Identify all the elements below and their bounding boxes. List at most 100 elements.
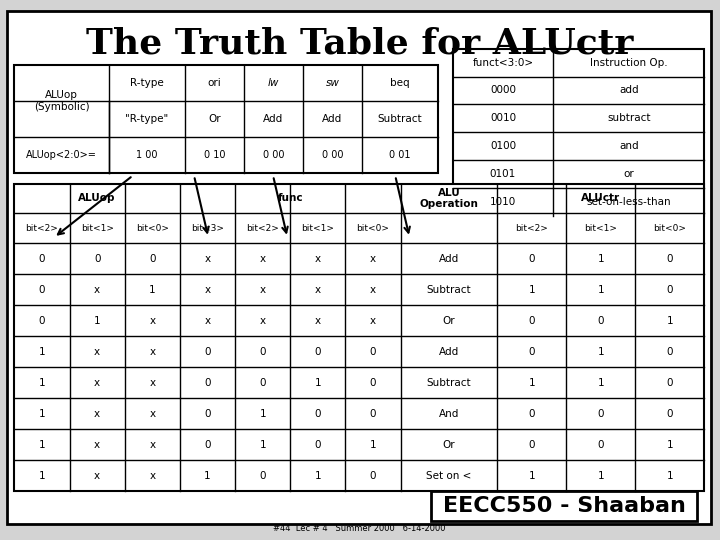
Text: bit<1>: bit<1>	[302, 224, 334, 233]
Text: 0: 0	[598, 315, 604, 326]
Text: 0: 0	[528, 315, 535, 326]
Text: 1: 1	[39, 471, 45, 481]
Text: 1: 1	[39, 347, 45, 357]
Text: 0: 0	[667, 285, 673, 295]
Bar	[14, 184, 704, 491]
Text: 0000: 0000	[490, 85, 516, 96]
Text: Set on <: Set on <	[426, 471, 472, 481]
Text: Add: Add	[438, 253, 459, 264]
Text: R-type: R-type	[130, 78, 163, 88]
Text: 0: 0	[315, 440, 321, 450]
Text: bit<3>: bit<3>	[191, 224, 224, 233]
Text: bit<2>: bit<2>	[25, 224, 58, 233]
Text: x: x	[149, 440, 156, 450]
Text: 0: 0	[315, 347, 321, 357]
Text: Add: Add	[438, 347, 459, 357]
Text: Or: Or	[443, 315, 455, 326]
Text: ALUop: ALUop	[78, 193, 116, 204]
Text: 1 00: 1 00	[136, 150, 158, 160]
Text: 1: 1	[315, 377, 321, 388]
Text: set-on-less-than: set-on-less-than	[586, 197, 671, 207]
Text: 0: 0	[39, 315, 45, 326]
Text: 1: 1	[598, 471, 604, 481]
Text: x: x	[94, 285, 100, 295]
Text: ALUctr: ALUctr	[581, 193, 620, 204]
Text: x: x	[260, 315, 266, 326]
Text: x: x	[149, 471, 156, 481]
Text: 0: 0	[667, 347, 673, 357]
Text: x: x	[94, 347, 100, 357]
Text: 0101: 0101	[490, 169, 516, 179]
Text: 0: 0	[259, 471, 266, 481]
Text: 0: 0	[528, 253, 535, 264]
Text: 0010: 0010	[490, 113, 516, 123]
Text: 0 00: 0 00	[263, 150, 284, 160]
Text: ALUop<2:0>=: ALUop<2:0>=	[26, 150, 97, 160]
Text: 0: 0	[204, 409, 211, 419]
FancyBboxPatch shape	[7, 11, 711, 524]
Text: 0: 0	[370, 377, 377, 388]
Text: x: x	[204, 253, 210, 264]
Text: bit<0>: bit<0>	[136, 224, 168, 233]
Text: #44  Lec # 4   Summer 2000   6-14-2000: #44 Lec # 4 Summer 2000 6-14-2000	[273, 524, 446, 532]
Text: ALU
Operation: ALU Operation	[420, 188, 478, 210]
Text: 0: 0	[370, 409, 377, 419]
Text: ALUop
(Symbolic): ALUop (Symbolic)	[34, 90, 89, 112]
Text: 0: 0	[204, 347, 211, 357]
Text: 1: 1	[94, 315, 101, 326]
Text: 0: 0	[204, 440, 211, 450]
Text: 1: 1	[666, 315, 673, 326]
Text: 1: 1	[528, 471, 535, 481]
Text: 0: 0	[259, 347, 266, 357]
Text: 0: 0	[149, 253, 156, 264]
Text: x: x	[204, 285, 210, 295]
Text: 0: 0	[667, 409, 673, 419]
Text: x: x	[149, 315, 156, 326]
Text: x: x	[94, 409, 100, 419]
Text: Add: Add	[264, 114, 284, 124]
Text: bit<0>: bit<0>	[356, 224, 390, 233]
Text: 0 01: 0 01	[390, 150, 411, 160]
Text: And: And	[438, 409, 459, 419]
Text: 0: 0	[598, 440, 604, 450]
Text: 0: 0	[315, 409, 321, 419]
Text: x: x	[149, 409, 156, 419]
Text: 0: 0	[259, 377, 266, 388]
Text: lw: lw	[268, 78, 279, 88]
Text: 1: 1	[666, 440, 673, 450]
Text: 0: 0	[94, 253, 100, 264]
Text: 1: 1	[315, 471, 321, 481]
Text: func: func	[277, 193, 303, 204]
Text: Subtract: Subtract	[427, 285, 472, 295]
Text: add: add	[619, 85, 639, 96]
Text: 0 10: 0 10	[204, 150, 225, 160]
Text: x: x	[315, 285, 321, 295]
Text: x: x	[260, 285, 266, 295]
Text: 0: 0	[528, 440, 535, 450]
Text: x: x	[370, 315, 376, 326]
Text: 1: 1	[666, 471, 673, 481]
Text: sw: sw	[325, 78, 339, 88]
Text: 1: 1	[204, 471, 211, 481]
Text: and: and	[619, 141, 639, 151]
Text: ori: ori	[207, 78, 222, 88]
Text: The Truth Table for ALUctr: The Truth Table for ALUctr	[86, 26, 633, 60]
Text: 0: 0	[370, 347, 377, 357]
Text: x: x	[315, 315, 321, 326]
Text: x: x	[315, 253, 321, 264]
Text: x: x	[94, 440, 100, 450]
Text: or: or	[624, 169, 634, 179]
Text: bit<1>: bit<1>	[584, 224, 617, 233]
Text: 0: 0	[667, 253, 673, 264]
Text: Subtract: Subtract	[427, 377, 472, 388]
Text: Or: Or	[443, 440, 455, 450]
Text: 1: 1	[259, 409, 266, 419]
Text: Add: Add	[322, 114, 343, 124]
Text: "R-type": "R-type"	[125, 114, 168, 124]
Text: 1: 1	[598, 285, 604, 295]
Text: 1: 1	[598, 377, 604, 388]
Text: 1: 1	[370, 440, 377, 450]
Text: 0: 0	[667, 377, 673, 388]
Text: bit<0>: bit<0>	[653, 224, 686, 233]
Text: x: x	[260, 253, 266, 264]
